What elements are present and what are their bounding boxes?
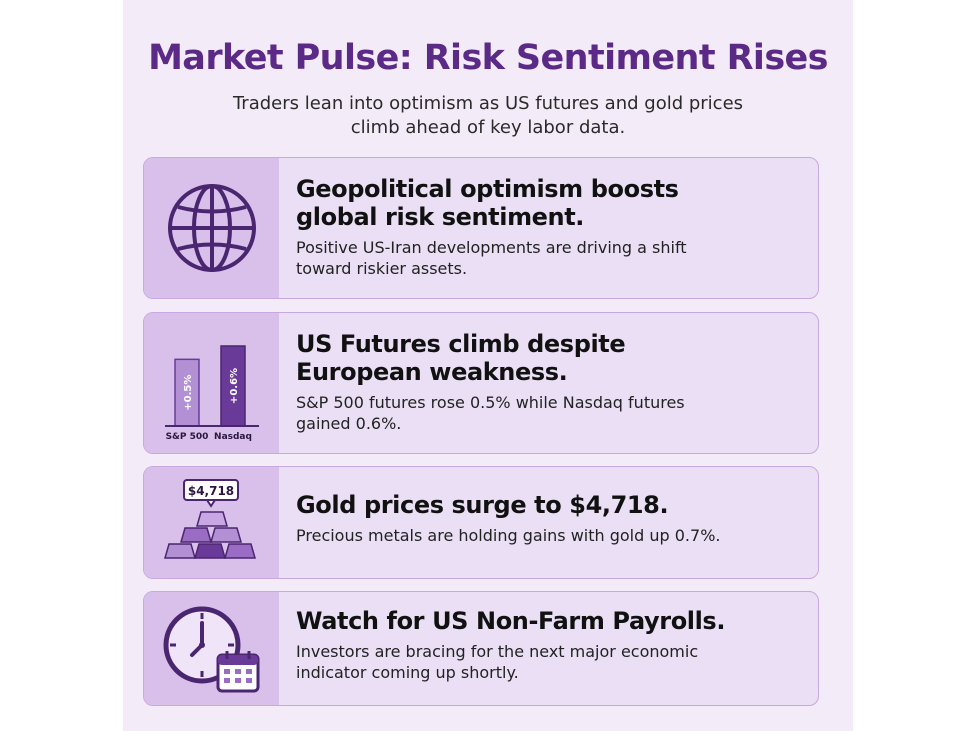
card-heading: Geopolitical optimism boosts global risk…: [296, 175, 804, 231]
card-heading: Gold prices surge to $4,718.: [296, 491, 669, 519]
category-label-sp500: S&P 500: [165, 432, 208, 442]
card-icon-area: $4,718: [144, 467, 279, 578]
card-icon-area: [144, 592, 279, 705]
card-heading-line-2: European weakness.: [296, 358, 568, 386]
gold-bars-icon: $4,718: [163, 478, 256, 559]
card-gold: $4,718 Gold prices surge to $4,718. Prec…: [143, 466, 819, 579]
card-heading: US Futures climb despite European weakne…: [296, 330, 804, 386]
price-tag-text: $4,718: [187, 484, 233, 498]
subtitle-line-2: climb ahead of key labor data.: [350, 117, 626, 138]
bar-sp500: [173, 358, 200, 427]
card-body-line-2: toward riskier assets.: [296, 259, 468, 278]
card-heading: Watch for US Non-Farm Payrolls.: [296, 607, 726, 635]
clock-center: [198, 641, 205, 648]
bar-nasdaq: [219, 345, 246, 427]
card-body-line-1: Positive US-Iran developments are drivin…: [296, 238, 687, 257]
card-body-line-2: gained 0.6%.: [296, 414, 402, 433]
calendar-icon: [216, 650, 259, 692]
card-body: Precious metals are holding gains with g…: [296, 526, 721, 545]
card-text: US Futures climb despite European weakne…: [296, 330, 804, 434]
card-body: Investors are bracing for the next major…: [296, 641, 804, 683]
bar-value-label-sp500: +0.5%: [183, 375, 194, 411]
card-heading-line-1: Geopolitical optimism boosts: [296, 175, 679, 203]
card-body: S&P 500 futures rose 0.5% while Nasdaq f…: [296, 392, 804, 434]
card-body-line-1: S&P 500 futures rose 0.5% while Nasdaq f…: [296, 393, 685, 412]
card-geopolitical: Geopolitical optimism boosts global risk…: [143, 157, 819, 299]
card-body: Positive US-Iran developments are drivin…: [296, 237, 804, 279]
clock-ticks: [169, 612, 234, 677]
clock-calendar-icon: [163, 606, 259, 692]
card-body-line-2: indicator coming up shortly.: [296, 663, 519, 682]
card-text: Gold prices surge to $4,718. Precious me…: [296, 491, 804, 546]
globe-icon: [167, 184, 256, 272]
page-subtitle: Traders lean into optimism as US futures…: [160, 92, 816, 140]
bar-value-label-nasdaq: +0.6%: [229, 368, 240, 404]
card-icon-area: +0.5% +0.6% S&P 500 Nasdaq: [144, 313, 279, 453]
card-icon-area: [144, 158, 279, 298]
card-text: Geopolitical optimism boosts global risk…: [296, 175, 804, 279]
card-heading-line-1: US Futures climb despite: [296, 330, 626, 358]
card-payrolls: Watch for US Non-Farm Payrolls. Investor…: [143, 591, 819, 706]
card-text: Watch for US Non-Farm Payrolls. Investor…: [296, 607, 804, 683]
page-title: Market Pulse: Risk Sentiment Rises: [148, 38, 828, 78]
card-body-line-1: Investors are bracing for the next major…: [296, 642, 699, 661]
card-us-futures: +0.5% +0.6% S&P 500 Nasdaq US Futures cl…: [143, 312, 819, 454]
subtitle-line-1: Traders lean into optimism as US futures…: [232, 93, 744, 114]
price-tag-pointer: [204, 498, 217, 508]
bar-chart-icon: +0.5% +0.6% S&P 500 Nasdaq: [164, 345, 259, 442]
category-label-nasdaq: Nasdaq: [214, 432, 252, 442]
card-heading-line-2: global risk sentiment.: [296, 203, 585, 231]
